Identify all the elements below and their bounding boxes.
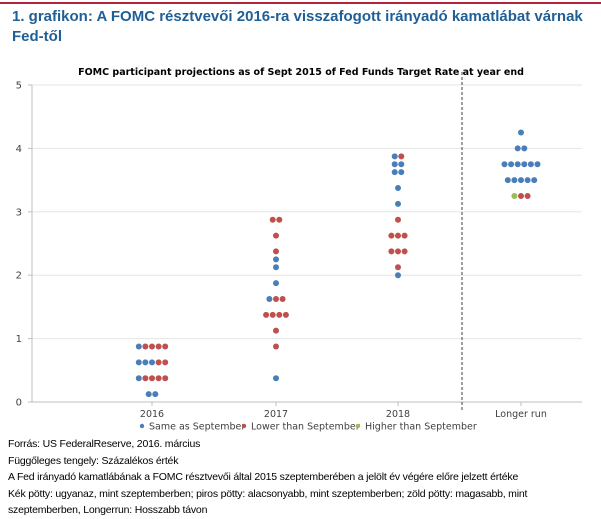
dot-lower <box>273 248 279 255</box>
y-tick-label: 4 <box>16 144 22 155</box>
dot-lower <box>149 343 155 350</box>
y-tick-label: 3 <box>16 207 22 218</box>
dot-lower <box>401 248 408 255</box>
dot-lower <box>276 216 283 223</box>
legend-label-higher: Higher than September <box>365 422 477 433</box>
dot-same <box>149 359 155 366</box>
dot-higher <box>511 192 518 199</box>
x-tick-label: 2017 <box>264 409 288 420</box>
dot-lower <box>401 232 408 239</box>
dot-same <box>395 272 401 279</box>
dot-same <box>524 177 531 184</box>
dot-lower <box>142 343 149 350</box>
footer-legend-note: Kék pötty: ugyanaz, mint szeptemberben; … <box>8 487 528 500</box>
dot-lower <box>395 248 401 255</box>
dot-lower <box>276 311 283 318</box>
title-line-2: Fed-től <box>12 28 62 45</box>
dot-same <box>266 295 273 302</box>
y-tick-label: 1 <box>16 334 22 345</box>
dot-lower <box>162 359 169 366</box>
dot-same <box>135 359 142 366</box>
dot-lower <box>273 295 279 302</box>
dot-same <box>273 256 279 263</box>
title-line-1: 1. grafikon: A FOMC résztvevői 2016-ra v… <box>12 8 583 25</box>
dot-lower <box>518 192 524 199</box>
legend-label-same: Same as September <box>149 422 245 433</box>
dot-same <box>531 177 538 184</box>
dot-lower <box>269 311 276 318</box>
dot-same <box>508 161 515 168</box>
legend-marker-lower <box>241 423 247 429</box>
dot-lower <box>279 295 286 302</box>
dot-same <box>504 177 511 184</box>
footer-axis-note: Függőleges tengely: Százalékos érték <box>8 454 179 467</box>
dot-same <box>501 161 508 168</box>
dot-same <box>518 129 524 136</box>
footer-notes: Forrás: US FederalReserve, 2016. március… <box>8 436 596 519</box>
dot-same <box>518 177 524 184</box>
dot-lower <box>524 192 531 199</box>
dot-same <box>391 161 398 168</box>
dot-same <box>152 391 159 398</box>
dot-lower <box>155 375 162 382</box>
y-tick-label: 2 <box>16 271 22 282</box>
dot-lower <box>162 343 169 350</box>
dot-lower <box>269 216 276 223</box>
dot-same <box>273 375 279 382</box>
top-rule <box>0 2 601 4</box>
dot-same <box>514 145 521 152</box>
dot-lower <box>149 375 155 382</box>
dot-lower <box>398 153 405 160</box>
dot-same <box>391 169 398 176</box>
dot-lower <box>263 311 270 318</box>
dot-same <box>398 169 405 176</box>
dot-lower <box>155 343 162 350</box>
dot-lower <box>282 311 289 318</box>
dot-lower <box>142 375 149 382</box>
dot-same <box>527 161 534 168</box>
y-tick-label: 0 <box>16 398 22 409</box>
dot-same <box>395 200 401 207</box>
dot-same <box>521 145 528 152</box>
dot-same <box>135 375 142 382</box>
legend-marker-higher <box>355 423 361 429</box>
footer-description: A Fed irányadó kamatlábának a FOMC részt… <box>8 471 519 483</box>
footer-legend-note-cont: szeptemberben, Longerrun: Hosszabb távon <box>8 504 208 516</box>
dot-lower <box>388 248 395 255</box>
legend-marker-same <box>139 423 145 429</box>
dot-same <box>273 264 279 271</box>
dot-same <box>398 161 405 168</box>
dot-same <box>395 185 401 192</box>
dot-plot-chart: FOMC participant projections as of Sept … <box>16 67 582 433</box>
dot-lower <box>155 359 162 366</box>
dot-same <box>534 161 541 168</box>
page-title: 1. grafikon: A FOMC résztvevői 2016-ra v… <box>12 7 592 47</box>
footer-source: Forrás: US FederalReserve, 2016. március <box>8 438 201 450</box>
dot-same <box>521 161 528 168</box>
y-tick-label: 5 <box>16 81 22 92</box>
dot-lower <box>388 232 395 239</box>
dot-same <box>273 280 279 287</box>
dot-lower <box>273 232 279 239</box>
dot-same <box>391 153 398 160</box>
x-tick-label: Longer run <box>495 409 547 420</box>
dot-lower <box>273 343 279 350</box>
dot-lower <box>395 232 401 239</box>
dot-same <box>511 177 518 184</box>
dot-lower <box>273 327 279 334</box>
dot-same <box>135 343 142 350</box>
legend-label-lower: Lower than September <box>251 422 360 433</box>
dot-lower <box>395 264 401 271</box>
chart-title: FOMC participant projections as of Sept … <box>78 67 524 78</box>
dot-same <box>145 391 152 398</box>
x-tick-label: 2016 <box>140 409 164 420</box>
dot-lower <box>162 375 169 382</box>
x-tick-label: 2018 <box>386 409 410 420</box>
dot-same <box>142 359 149 366</box>
dot-same <box>514 161 521 168</box>
dot-lower <box>395 216 401 223</box>
